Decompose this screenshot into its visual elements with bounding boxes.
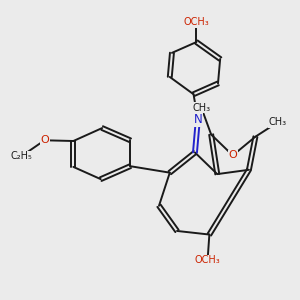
Text: C₂H₅: C₂H₅ [11,151,32,161]
Text: OCH₃: OCH₃ [195,256,220,266]
Text: CH₃: CH₃ [269,117,287,127]
Text: CH₃: CH₃ [192,103,211,113]
Text: N: N [194,113,202,126]
Text: O: O [40,135,49,145]
Text: O: O [228,150,237,161]
Text: OCH₃: OCH₃ [184,17,209,27]
